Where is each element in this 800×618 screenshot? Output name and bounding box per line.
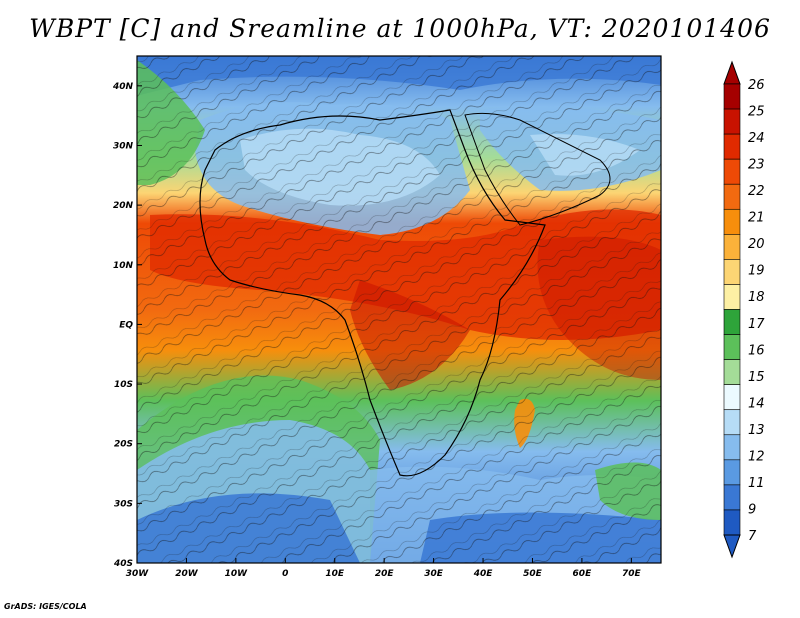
- y-tick-label: 40N: [112, 82, 134, 92]
- y-tick-label: EQ: [119, 320, 133, 330]
- colorbar-label: 20: [748, 237, 765, 252]
- colorbar-swatch: [723, 309, 741, 335]
- y-tick-label: 10N: [113, 261, 134, 271]
- colorbar-label: 7: [748, 529, 757, 544]
- x-tick-label: 20W: [175, 569, 199, 579]
- y-tick-label: 30S: [114, 499, 133, 509]
- colorbar-swatch: [723, 284, 741, 310]
- x-tick-label: 30E: [424, 569, 444, 579]
- colorbar-swatch: [723, 108, 741, 135]
- colorbar-label: 26: [748, 78, 765, 93]
- colorbar-swatch: [723, 133, 741, 160]
- colorbar-label: 23: [748, 158, 765, 173]
- colorbar-label: 9: [748, 502, 756, 517]
- colorbar-label: 19: [748, 264, 765, 279]
- colorbar-swatch: [723, 158, 741, 185]
- colorbar-swatch: [723, 384, 741, 411]
- colorbar-max-arrow: [723, 60, 741, 85]
- colorbar-label: 21: [748, 211, 765, 226]
- colorbar-swatch: [723, 409, 741, 436]
- colorbar-swatch: [723, 434, 741, 461]
- colorbar-label: 17: [748, 317, 765, 332]
- colorbar-label: 11: [748, 476, 765, 491]
- map-title: WBPT [C] and Sreamline at 1000hPa, VT: 2…: [29, 14, 771, 43]
- colorbar-swatch: [723, 234, 741, 260]
- axis-ticks: 30W 20W 10W 0 10E 20E 30E 40E 50E 60E 70E 40N 30N 20N…: [112, 82, 642, 579]
- y-tick-label: 30N: [113, 141, 134, 151]
- map-frame: [136, 55, 662, 564]
- x-tick-label: 10W: [225, 569, 249, 579]
- colorbar-swatch: [723, 484, 741, 511]
- colorbar-label: 14: [748, 396, 765, 411]
- x-tick-label: 50E: [523, 569, 543, 579]
- colorbar: 26 25 24 23 22 21 20 19 18 17 16 15 14 13 12 11 9 7: [723, 60, 765, 559]
- colorbar-swatch: [723, 259, 741, 285]
- colorbar-label: 25: [748, 105, 765, 120]
- colorbar-swatch: [723, 208, 741, 235]
- x-tick-label: 40E: [473, 569, 494, 579]
- colorbar-swatch: [723, 509, 741, 536]
- colorbar-swatch: [723, 359, 741, 385]
- arabia-coastline: [464, 112, 611, 226]
- x-tick-label: 30W: [126, 569, 150, 579]
- y-tick-label: 20N: [113, 201, 134, 211]
- y-tick-label: 10S: [114, 380, 133, 390]
- y-tick-label: 20S: [114, 440, 133, 450]
- colorbar-swatch: [723, 183, 741, 210]
- colorbar-swatch: [723, 334, 741, 360]
- colorbar-label: 22: [748, 184, 765, 199]
- colorbar-min-arrow: [723, 534, 741, 559]
- x-tick-label: 70E: [622, 569, 642, 579]
- africa-coastline: [199, 109, 546, 477]
- colorbar-label: 16: [748, 343, 765, 358]
- wbpt-shading: [137, 56, 661, 563]
- colorbar-label: 12: [748, 449, 765, 464]
- y-tick-label: 40S: [113, 559, 133, 569]
- grads-credit: GrADS: IGES/COLA: [4, 602, 87, 611]
- x-tick-label: 10E: [325, 569, 345, 579]
- colorbar-label: 13: [748, 423, 765, 438]
- colorbar-label: 15: [748, 370, 765, 385]
- colorbar-label: 24: [748, 131, 765, 146]
- colorbar-label: 18: [748, 290, 765, 305]
- x-tick-label: 20E: [375, 569, 395, 579]
- x-tick-label: 0: [282, 569, 288, 579]
- colorbar-swatch: [723, 83, 741, 110]
- x-tick-label: 60E: [573, 569, 593, 579]
- colorbar-swatch: [723, 459, 741, 486]
